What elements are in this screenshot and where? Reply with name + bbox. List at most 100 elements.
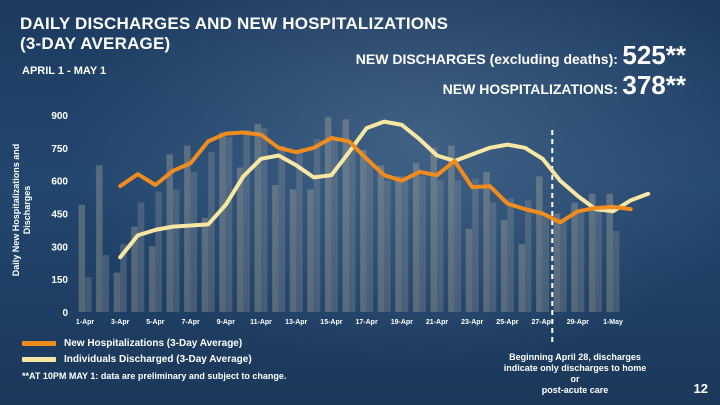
x-axis-ticks: 1-Apr 3-Apr 5-Apr 7-Apr 9-Apr 11-Apr 13-Apr 15-… (76, 319, 623, 326)
x-tick-label: 29-Apr (567, 319, 589, 326)
hospitalizations-stat: NEW HOSPITALIZATIONS: 378** (443, 70, 686, 101)
annotation-line-1: Beginning April 28, discharges (509, 352, 641, 362)
x-tick-label: 15-Apr (320, 319, 342, 326)
bar-discharged (184, 145, 191, 312)
bar-discharged (307, 189, 314, 312)
average-lines (118, 119, 651, 260)
bar-hospitalized (208, 152, 215, 312)
bar-discharged (272, 185, 279, 312)
x-tick-label: 27-Apr (532, 319, 554, 326)
bar-discharged (113, 272, 121, 312)
y-tick-label: 900 (51, 111, 68, 122)
discharges-stat-value: 525** (622, 40, 686, 70)
x-tick-label: 11-Apr (250, 319, 272, 326)
y-tick-label: 750 (51, 144, 68, 155)
bar-discharged (236, 167, 244, 312)
x-tick-label: 17-Apr (356, 319, 378, 326)
title-line-2: (3-DAY AVERAGE) (20, 34, 171, 53)
legend-hosp-swatch (22, 341, 56, 346)
bar-discharged (571, 202, 578, 312)
bar-hospitalized (225, 136, 233, 312)
x-tick-label: 21-Apr (426, 319, 448, 326)
bar-hospitalized (296, 150, 303, 312)
bar-hospitalized (85, 276, 92, 312)
y-tick-label: 150 (51, 275, 68, 286)
bar-hospitalized (349, 145, 356, 312)
bar-hospitalized (384, 180, 391, 312)
x-tick-label: 3-Apr (111, 319, 130, 326)
bar-hospitalized (366, 163, 374, 312)
legend-disch-swatch (22, 357, 56, 362)
bar-hospitalized (542, 213, 550, 312)
date-range-subtitle: APRIL 1 - MAY 1 (22, 65, 107, 77)
page-number: 12 (693, 381, 708, 396)
bar-hospitalized (454, 180, 462, 312)
discharges-stat: NEW DISCHARGES (excluding deaths): 525** (356, 40, 686, 71)
x-tick-label: 1-May (603, 319, 623, 326)
bar-discharged (500, 220, 508, 312)
april-28-annotation: Beginning April 28, discharges indicate … (500, 352, 650, 396)
bar-hospitalized (560, 220, 567, 312)
discharges-stat-label: NEW DISCHARGES (excluding deaths): (355, 51, 618, 67)
bar-hospitalized (331, 136, 338, 312)
x-tick-label: 25-Apr (496, 319, 518, 326)
bar-discharged (430, 147, 437, 312)
footnote: **AT 10PM MAY 1: data are preliminary an… (22, 371, 287, 381)
bar-discharged (465, 228, 473, 312)
bar-discharged (553, 213, 561, 312)
bar-hospitalized (401, 176, 409, 312)
bar-discharged (289, 189, 297, 312)
annotation-line-2: indicate only discharges to home or (503, 363, 647, 384)
y-tick-label: 300 (51, 242, 68, 253)
hospitalization-bars (85, 128, 620, 312)
y-tick-label: 600 (51, 177, 68, 188)
bar-hospitalized (595, 211, 602, 312)
x-tick-label: 5-Apr (146, 319, 165, 326)
legend-discharges: Individuals Discharged (3-Day Average) (22, 354, 252, 365)
bar-discharged (588, 193, 596, 312)
bar-hospitalized (102, 255, 110, 312)
bar-hospitalized (190, 171, 198, 312)
bar-hospitalized (525, 200, 532, 312)
bar-discharged (219, 132, 226, 312)
legend-disch-label: Individuals Discharged (3-Day Average) (64, 354, 252, 365)
bar-discharged (606, 193, 613, 312)
bar-discharged (324, 117, 332, 312)
bar-discharged (201, 217, 209, 312)
x-tick-label: 23-Apr (461, 319, 483, 326)
bar-discharged (148, 246, 156, 312)
bar-discharged (96, 165, 103, 312)
legend-hosp-label: New Hospitalizations (3-Day Average) (64, 338, 243, 349)
bar-hospitalized (613, 231, 620, 312)
bar-discharged (518, 244, 525, 312)
x-tick-label: 19-Apr (391, 319, 413, 326)
bar-hospitalized (173, 189, 180, 312)
x-tick-label: 1-Apr (76, 319, 95, 326)
bar-hospitalized (437, 180, 444, 312)
bar-discharged (448, 145, 455, 312)
legend-hospitalizations: New Hospitalizations (3-Day Average) (22, 338, 242, 349)
bar-hospitalized (472, 178, 479, 312)
bar-hospitalized (507, 198, 514, 312)
y-axis-ticks: 0 150 300 450 600 750 900 (51, 111, 68, 319)
bar-hospitalized (137, 202, 145, 312)
bar-hospitalized (120, 244, 127, 312)
bar-hospitalized (419, 176, 426, 312)
bar-discharged (412, 163, 420, 312)
hospitalizations-stat-value: 378** (622, 70, 686, 100)
bar-discharged (342, 119, 349, 312)
annotation-line-3: post-acute care (541, 385, 609, 395)
bar-discharged (78, 204, 85, 312)
x-tick-label: 7-Apr (181, 319, 200, 326)
bar-discharged (131, 226, 138, 312)
bar-hospitalized (261, 128, 268, 312)
bar-hospitalized (155, 191, 162, 312)
bar-discharged (395, 176, 402, 312)
title-line-1: DAILY DISCHARGES AND NEW HOSPITALIZATION… (20, 14, 449, 33)
bar-discharged (166, 154, 173, 312)
bar-discharged (254, 123, 261, 312)
y-tick-label: 450 (51, 210, 68, 221)
bar-hospitalized (489, 202, 497, 312)
line-individuals-discharged (118, 119, 651, 260)
